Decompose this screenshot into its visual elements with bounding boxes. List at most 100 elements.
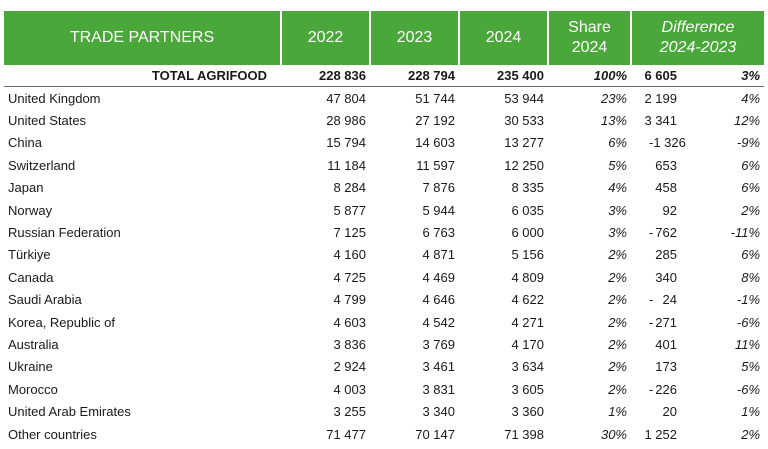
header-difference-years: 2024-2023: [659, 39, 737, 56]
total-diff-abs: 6 605: [631, 65, 707, 87]
header-share-year: 2024: [571, 39, 608, 56]
value-2022: 3 255: [333, 404, 366, 420]
partner-name: Korea, Republic of: [8, 314, 115, 330]
value-2023: 7 876: [422, 180, 455, 196]
table-row: United States 28 986 27 192 30 533 13% 3 341 1…: [4, 109, 764, 131]
table-row: Saudi Arabia 4 799 4 646 4 622 2% -24 -1%: [4, 289, 764, 311]
total-2023: 228 794: [370, 65, 459, 87]
difference-percent: 11%: [734, 336, 761, 352]
value-2023: 27 192: [415, 113, 455, 129]
difference-absolute: -271: [649, 314, 677, 330]
difference-absolute: -762: [649, 225, 677, 241]
share-2024: 3%: [608, 202, 627, 218]
value-2024: 53 944: [504, 90, 544, 106]
difference-percent: -9%: [736, 135, 761, 151]
value-2023: 70 147: [415, 426, 455, 442]
header-difference-label: Difference: [661, 19, 735, 36]
value-2023: 5 944: [422, 202, 455, 218]
partner-name: Türkiye: [8, 247, 51, 263]
table-row: Korea, Republic of 4 603 4 542 4 271 2% -271 -…: [4, 311, 764, 333]
difference-percent: -6%: [736, 381, 761, 397]
value-2024: 6 000: [511, 225, 544, 241]
header-difference: Difference 2024-2023: [631, 11, 765, 65]
value-2023: 14 603: [415, 135, 455, 151]
trade-partners-table-container: TRADE PARTNERS 2022 2023 2024 Share 2024…: [4, 11, 765, 445]
value-2023: 6 763: [422, 225, 455, 241]
total-row: TOTAL AGRIFOOD 228 836 228 794 235 400 1…: [4, 65, 765, 87]
difference-percent: 6%: [741, 247, 761, 263]
share-2024: 30%: [600, 426, 627, 442]
value-2022: 5 877: [333, 202, 366, 218]
difference-percent: -11%: [730, 225, 761, 241]
value-2024: 71 398: [504, 426, 544, 442]
difference-percent: 12%: [733, 113, 761, 129]
value-2024: 6 035: [511, 202, 544, 218]
partner-name: United Kingdom: [8, 90, 101, 106]
share-2024: 2%: [608, 247, 627, 263]
value-2024: 4 622: [511, 292, 544, 308]
table-body: TOTAL AGRIFOOD 228 836 228 794 235 400 1…: [4, 65, 765, 445]
partner-name: Other countries: [8, 426, 97, 442]
table-row: Other countries 71 477 70 147 71 398 30% 1 25…: [4, 423, 764, 445]
difference-absolute: 173: [655, 359, 677, 375]
difference-percent: 5%: [741, 359, 761, 375]
share-2024: 1%: [608, 404, 627, 420]
total-label: TOTAL AGRIFOOD: [4, 65, 281, 87]
value-2022: 4 799: [333, 292, 366, 308]
value-2024: 4 271: [511, 314, 544, 330]
share-2024: 2%: [608, 336, 627, 352]
difference-percent: 2%: [741, 426, 761, 442]
value-2023: 4 871: [422, 247, 455, 263]
difference-absolute: 340: [655, 269, 677, 285]
value-2023: 4 542: [422, 314, 455, 330]
partner-name: Saudi Arabia: [8, 292, 82, 308]
share-2024: 2%: [608, 314, 627, 330]
table-row: Norway 5 877 5 944 6 035 3% 92 2%: [4, 199, 764, 221]
share-2024: 2%: [608, 292, 627, 308]
difference-percent: 2%: [741, 202, 761, 218]
partner-name: Switzerland: [8, 157, 76, 173]
value-2024: 4 809: [511, 269, 544, 285]
value-2022: 8 284: [333, 180, 366, 196]
value-2023: 3 461: [422, 359, 455, 375]
value-2022: 3 836: [333, 336, 366, 352]
header-2023: 2023: [370, 11, 460, 65]
partner-name: Russian Federation: [8, 225, 121, 241]
value-2024: 3 634: [511, 359, 544, 375]
difference-percent: -6%: [736, 314, 761, 330]
value-2023: 4 646: [422, 292, 455, 308]
value-2024: 3 605: [511, 381, 544, 397]
partner-name: China: [8, 135, 42, 151]
header-share-label: Share: [568, 19, 611, 36]
difference-percent: 6%: [741, 157, 761, 173]
value-2022: 4 003: [333, 381, 366, 397]
value-2024: 30 533: [504, 113, 544, 129]
difference-absolute: 2 199: [644, 90, 677, 106]
value-2022: 2 924: [333, 359, 366, 375]
difference-percent: 4%: [741, 90, 761, 106]
table-row: United Arab Emirates 3 255 3 340 3 360 1% 20 1…: [4, 400, 764, 422]
value-2024: 13 277: [504, 135, 544, 151]
trade-partners-table: TRADE PARTNERS 2022 2023 2024 Share 2024…: [4, 11, 765, 445]
difference-absolute: -1 326: [649, 135, 686, 151]
total-share: 100%: [548, 65, 631, 87]
value-2024: 8 335: [511, 180, 544, 196]
header-row: TRADE PARTNERS 2022 2023 2024 Share 2024…: [4, 11, 765, 65]
value-2022: 4 603: [333, 314, 366, 330]
table-row: Russian Federation 7 125 6 763 6 000 3% -762 -…: [4, 221, 764, 243]
partner-name: Norway: [8, 202, 53, 218]
share-2024: 5%: [608, 157, 627, 173]
value-2023: 4 469: [422, 269, 455, 285]
value-2022: 4 160: [333, 247, 366, 263]
difference-absolute: 3 341: [644, 113, 677, 129]
difference-percent: 1%: [741, 404, 761, 420]
partner-name: Canada: [8, 269, 54, 285]
value-2023: 3 769: [422, 336, 455, 352]
header-share: Share 2024: [548, 11, 632, 65]
value-2022: 71 477: [326, 426, 366, 442]
table-row: United Kingdom 47 804 51 744 53 944 23% 2 199…: [4, 87, 764, 110]
partner-name: United Arab Emirates: [8, 404, 131, 420]
partner-name: Australia: [8, 336, 59, 352]
difference-absolute: 401: [655, 336, 677, 352]
table-row: Morocco 4 003 3 831 3 605 2% -226 -6%: [4, 378, 764, 400]
